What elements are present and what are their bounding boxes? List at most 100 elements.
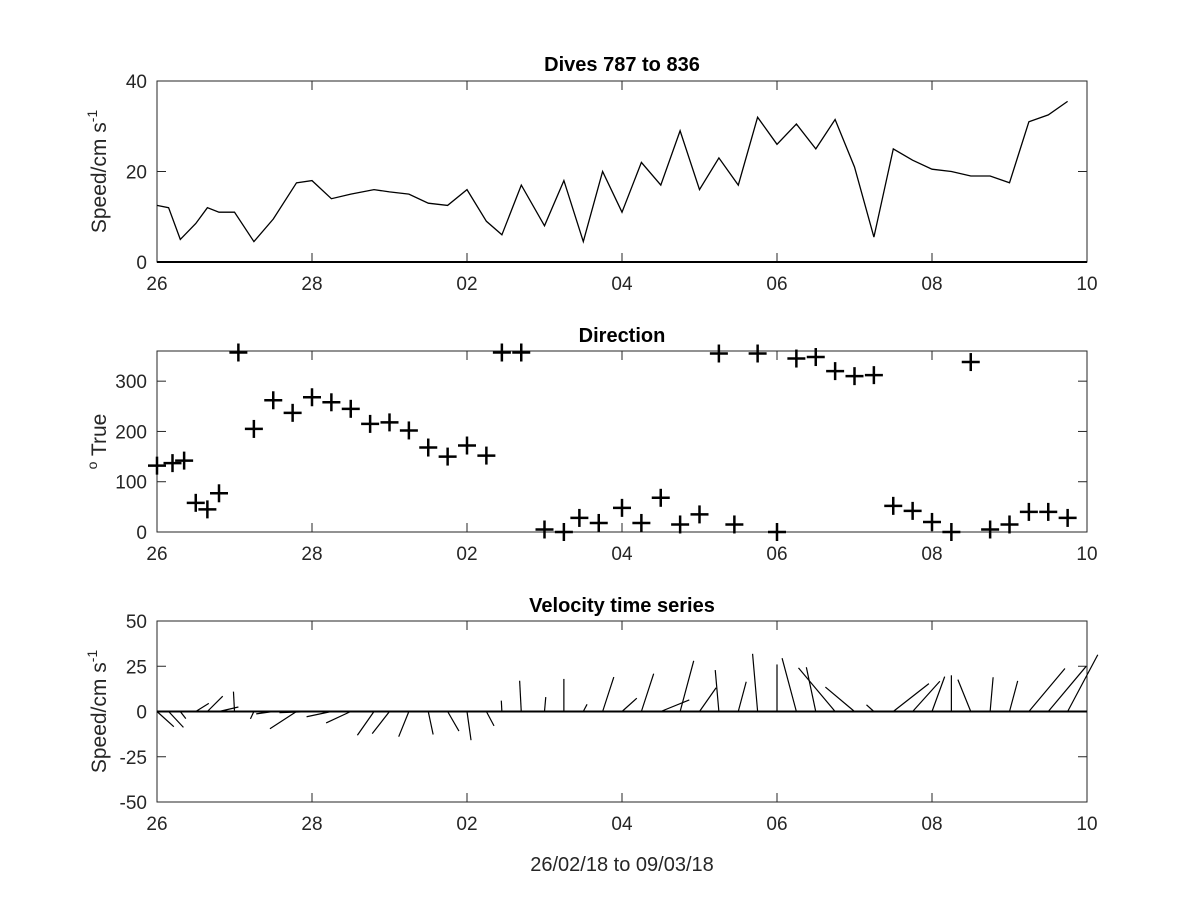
y-tick-label: -50 — [120, 793, 147, 814]
y-tick-label: 300 — [115, 372, 147, 393]
velocity-stick — [824, 686, 855, 712]
x-tick-label: 28 — [301, 814, 322, 835]
direction-point — [264, 391, 283, 410]
velocity-stick — [1047, 666, 1087, 712]
velocity-stick — [371, 711, 390, 734]
velocity-stick — [218, 706, 239, 713]
direction-point — [613, 498, 631, 517]
direction-point — [961, 353, 980, 372]
x-tick-label: 04 — [611, 274, 633, 295]
direction-point — [210, 484, 228, 503]
velocity-stick — [232, 691, 236, 712]
direction-point — [709, 344, 728, 363]
y-axis-label: o True — [84, 414, 111, 470]
direction-point — [981, 520, 1000, 539]
velocity-stick — [466, 711, 472, 741]
velocity-stick — [168, 711, 184, 728]
direction-point — [923, 512, 941, 531]
velocity-stick — [582, 704, 588, 712]
velocity-stick — [249, 711, 255, 720]
velocity-stick — [1008, 680, 1019, 712]
x-tick-label: 26 — [146, 274, 167, 295]
direction-point — [884, 496, 903, 515]
direction-point — [1039, 502, 1058, 521]
direction-point — [768, 523, 786, 541]
velocity-stick — [306, 710, 332, 718]
direction-point — [942, 523, 961, 541]
y-axis-label: Speed/cm s-1 — [84, 110, 111, 234]
direction-point — [845, 367, 864, 386]
direction-point — [361, 414, 380, 433]
y-axis-label: Speed/cm s-1 — [84, 650, 111, 774]
direction-point — [341, 399, 360, 418]
x-tick-label: 26 — [146, 544, 167, 565]
y-tick-label: 20 — [126, 163, 147, 184]
velocity-stick — [279, 710, 313, 714]
x-tick-label: 02 — [456, 814, 477, 835]
y-tick-label: -25 — [120, 748, 147, 769]
direction-point — [419, 438, 438, 457]
direction-point — [198, 500, 217, 519]
x-tick-label: 26 — [146, 814, 167, 835]
x-tick-label: 08 — [921, 274, 942, 295]
direction-point — [725, 515, 744, 534]
direction-point — [186, 493, 205, 512]
velocity-stick — [179, 711, 187, 720]
speed-line — [156, 100, 1068, 244]
velocity-stick — [912, 680, 941, 712]
velocity-stick — [621, 697, 638, 712]
direction-point — [492, 343, 511, 362]
x-tick-label: 10 — [1076, 544, 1097, 565]
x-tick-label: 04 — [611, 814, 633, 835]
velocity-stick — [931, 676, 946, 712]
x-tick-label: 28 — [301, 274, 322, 295]
velocity-stick — [957, 679, 972, 712]
direction-point — [570, 508, 589, 527]
direction-point — [826, 362, 845, 381]
direction-point — [806, 348, 825, 367]
x-axis-label: 26/02/18 to 09/03/18 — [530, 854, 714, 876]
y-tick-label: 0 — [136, 523, 147, 544]
x-tick-label: 06 — [766, 544, 787, 565]
velocity-stick — [751, 653, 759, 712]
direction-point — [864, 366, 883, 385]
direction-point — [1019, 502, 1038, 521]
direction-point — [690, 505, 709, 524]
velocity-stick — [398, 711, 410, 737]
velocity-stick — [866, 704, 875, 712]
direction-point — [535, 520, 554, 539]
y-tick-label: 50 — [126, 612, 147, 633]
direction-point — [458, 436, 476, 455]
y-tick-label: 25 — [126, 657, 147, 678]
direction-point — [438, 447, 457, 466]
velocity-stick — [679, 660, 695, 712]
direction-point — [229, 343, 248, 362]
y-tick-label: 0 — [136, 703, 147, 724]
velocity-stick — [660, 699, 690, 713]
velocity-stick — [699, 687, 717, 712]
velocity-stick — [737, 681, 747, 712]
velocity-stick — [543, 697, 547, 712]
velocity-stick — [519, 680, 522, 712]
velocity-stick — [781, 658, 797, 712]
velocity-stick — [256, 710, 274, 715]
direction-point — [589, 513, 608, 532]
direction-point — [477, 446, 496, 465]
direction-point — [303, 388, 321, 407]
velocity-stick — [989, 677, 994, 712]
direction-point — [175, 451, 194, 470]
velocity-stick — [805, 667, 817, 712]
direction-point — [163, 454, 182, 473]
direction-point — [671, 515, 690, 534]
speed-panel-title: Dives 787 to 836 — [544, 54, 700, 76]
direction-point — [399, 421, 418, 440]
x-tick-label: 10 — [1076, 814, 1097, 835]
velocity-stick — [798, 667, 836, 712]
velocity-stick — [156, 711, 175, 728]
direction-point — [651, 488, 670, 507]
speed-panel: Dives 787 to 836 26 28 02 04 06 08 10 0 20 40 Spee… — [84, 54, 1098, 295]
direction-point — [244, 419, 263, 438]
velocity-stick — [892, 683, 930, 712]
x-tick-label: 10 — [1076, 274, 1097, 295]
